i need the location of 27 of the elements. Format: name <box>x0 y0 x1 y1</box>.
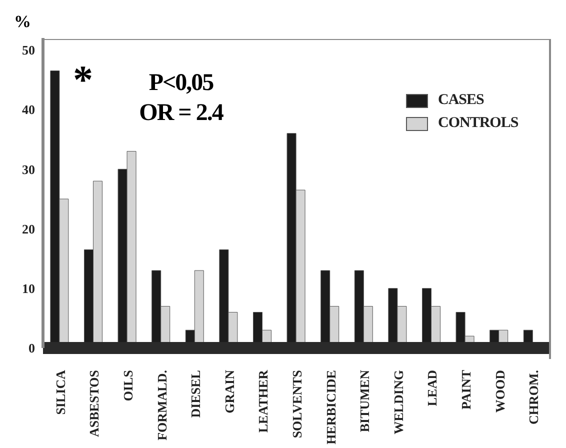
x-tick-label: CHROM. <box>526 370 542 425</box>
x-tick-label: ASBESTOS <box>86 370 102 437</box>
x-tick-label: LEAD <box>424 370 440 406</box>
x-tick-label: HERBICIDE <box>323 370 338 444</box>
x-tick-label: SILICA <box>52 369 68 415</box>
legend-label: CONTROLS <box>438 115 518 132</box>
y-tick-label: 0 <box>28 340 35 356</box>
x-tick-label: FORMALD. <box>154 370 170 440</box>
x-tick-label: PAINT <box>458 370 474 410</box>
x-tick-label: DIESEL <box>188 370 204 418</box>
x-tick-label: WELDING <box>390 370 406 434</box>
x-tick-label: LEATHER <box>256 369 271 433</box>
y-tick-label: 30 <box>22 162 35 177</box>
x-tick-label: WOOD <box>492 370 508 413</box>
y-tick-label: 50 <box>22 42 35 58</box>
legend-label: CASES <box>438 92 484 109</box>
y-tick-label: 20 <box>22 221 35 236</box>
annotation: P<0,05 <box>148 70 214 96</box>
y-axis-title: % <box>14 12 31 32</box>
y-tick-label: 40 <box>22 102 35 118</box>
x-tick-label: SOLVENTS <box>290 370 304 438</box>
annotation: OR = 2.4 <box>138 100 224 126</box>
x-tick-label: OILS <box>120 370 136 402</box>
x-tick-label: BITUMEN <box>357 369 372 432</box>
annotation: * <box>73 57 93 102</box>
y-tick-label: 10 <box>22 281 35 296</box>
x-tick-label: GRAIN <box>222 369 237 414</box>
